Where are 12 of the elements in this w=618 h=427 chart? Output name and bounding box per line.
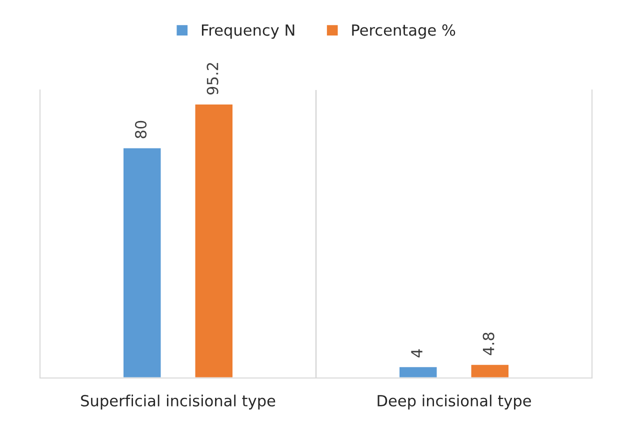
x-tick-label: Deep incisional type [378,394,531,410]
data-label: 95.2 [206,63,218,95]
legend-label: Frequency N [202,24,294,39]
data-label: 4.8 [482,332,494,356]
data-label: 80 [134,120,147,138]
data-label: 4 [411,349,422,358]
bar [470,363,510,378]
legend-label: Percentage % [352,24,456,39]
bar [398,366,438,378]
bar [122,146,162,378]
bar [194,103,234,378]
x-tick-label: Superficial incisional type [81,394,276,410]
